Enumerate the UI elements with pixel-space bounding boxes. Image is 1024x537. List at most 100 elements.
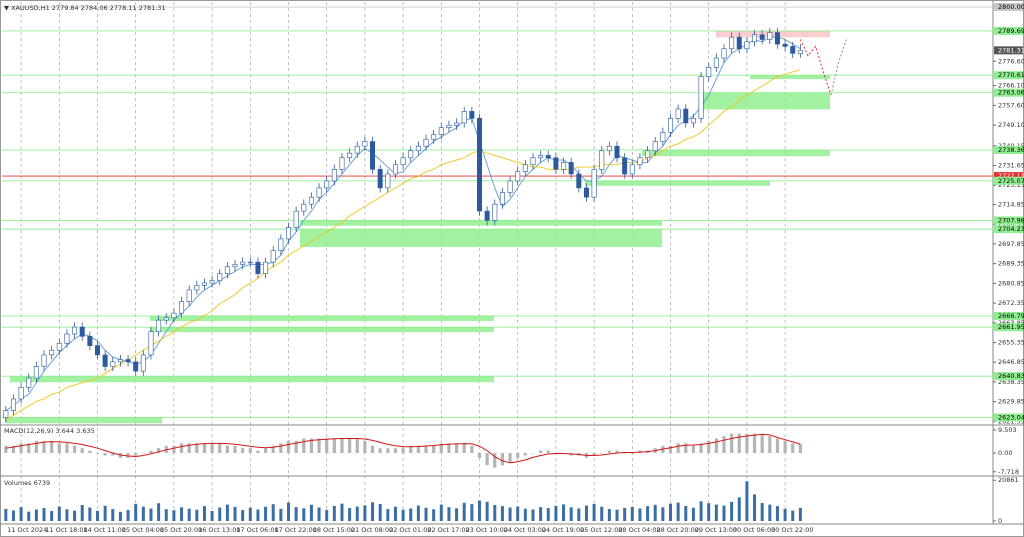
volume-bar (88, 507, 92, 521)
candle-body (767, 32, 773, 40)
macd-bar (157, 448, 161, 454)
forecast-line (799, 39, 832, 96)
macd-bar (95, 453, 100, 454)
candle-body (354, 145, 360, 154)
header-open: 2779.84 (52, 4, 79, 12)
volume-bar (424, 507, 428, 521)
candle-body (461, 111, 467, 124)
level-label-box (994, 145, 1023, 154)
candle-body (370, 141, 376, 170)
x-tick-label: 23 Oct 10:00 (466, 526, 508, 534)
x-tick-label: 15 Oct 04:00 (122, 526, 164, 534)
volume-bar (684, 505, 688, 521)
macd-bar (65, 443, 69, 454)
volume-bar (218, 507, 222, 521)
macd-bar (722, 436, 726, 454)
level-label: 2738.36 (998, 146, 1024, 154)
candle-body (553, 157, 559, 170)
volume-bar (287, 502, 290, 521)
level-label-box (994, 172, 1023, 181)
candle-body (438, 127, 444, 135)
x-tick-label: 29 Oct 13:00 (695, 526, 737, 534)
candle-body (507, 180, 513, 193)
candle-body (568, 162, 574, 175)
volume-bar (478, 500, 481, 521)
x-tick-label: 24 Oct 19:00 (542, 526, 584, 534)
volume-bar (546, 508, 550, 521)
chart-header: ▼ XAUUSD,H1 2779.84 2784.06 2778.11 2781… (4, 4, 166, 12)
macd-bar (363, 440, 367, 454)
candle-body (26, 377, 32, 388)
macd-bar (80, 448, 84, 454)
volume-bar (554, 505, 558, 521)
candle-body (232, 264, 238, 268)
volume-bar (439, 504, 443, 521)
volume-bar (111, 509, 115, 521)
volume-bar (745, 481, 749, 521)
macd-bar (615, 450, 619, 454)
volume-bar (371, 502, 375, 521)
macd-bar (286, 440, 291, 454)
volume-bar (210, 511, 214, 521)
candle-body (72, 326, 78, 335)
candle-body (698, 76, 704, 119)
volume-bar (348, 508, 352, 521)
candle-body (400, 157, 406, 166)
symbol: XAUUSD,H1 (11, 4, 50, 12)
volume-bar (539, 507, 543, 521)
candle-body (79, 326, 85, 337)
macd-bar (378, 448, 382, 454)
volume-bar (493, 504, 497, 521)
volume-bar (309, 504, 313, 521)
zone (5, 417, 162, 424)
candle-body (675, 108, 681, 119)
macd-bar (393, 448, 398, 454)
volume-bar (248, 507, 252, 521)
header-close: 2781.31 (139, 4, 166, 12)
volume-bar (19, 507, 23, 521)
candle-body (476, 118, 482, 212)
macd-bar (34, 440, 38, 454)
candle-body (10, 398, 16, 411)
volume-bar (760, 503, 764, 521)
volume-bar (722, 505, 726, 521)
volume-bar (607, 509, 611, 521)
candle-body (637, 157, 643, 166)
candle-body (561, 162, 567, 170)
candle-body (87, 336, 93, 346)
candle-body (782, 43, 788, 47)
macd-bar (72, 445, 77, 454)
volume-bar (271, 504, 275, 521)
y-tick-label: 2689.35 (998, 260, 1024, 268)
candle-body (3, 410, 9, 418)
volume-last: 6739 (34, 479, 51, 487)
volume-bar (164, 509, 168, 521)
volume-bar (80, 504, 84, 521)
macd-bar (432, 445, 436, 454)
candle-body (125, 359, 131, 363)
volume-bar (462, 502, 466, 521)
macd-bar (470, 445, 474, 454)
y-tick-label: 2663.85 (998, 319, 1024, 327)
macd-bar (88, 450, 92, 454)
level-label-box (994, 225, 1023, 234)
candle-body (538, 155, 544, 159)
macd-bar (630, 453, 634, 454)
macd-bar (623, 453, 627, 454)
volume-bar (363, 505, 367, 521)
volume-bar (783, 508, 787, 521)
volume-bar (264, 506, 268, 521)
volume-bar (592, 503, 596, 521)
macd-bar (195, 443, 199, 454)
y-tick-label: 2731.65 (998, 162, 1024, 170)
candle-body (240, 261, 246, 265)
candle-body (683, 108, 689, 124)
volume-bar (691, 507, 695, 521)
candle-body (110, 361, 116, 367)
macd-bar (775, 438, 780, 454)
macd-bar (340, 438, 344, 454)
x-tick-label: 28 Oct 04:00 (618, 526, 660, 534)
macd-bar (508, 453, 512, 463)
volume-bar (623, 507, 627, 521)
